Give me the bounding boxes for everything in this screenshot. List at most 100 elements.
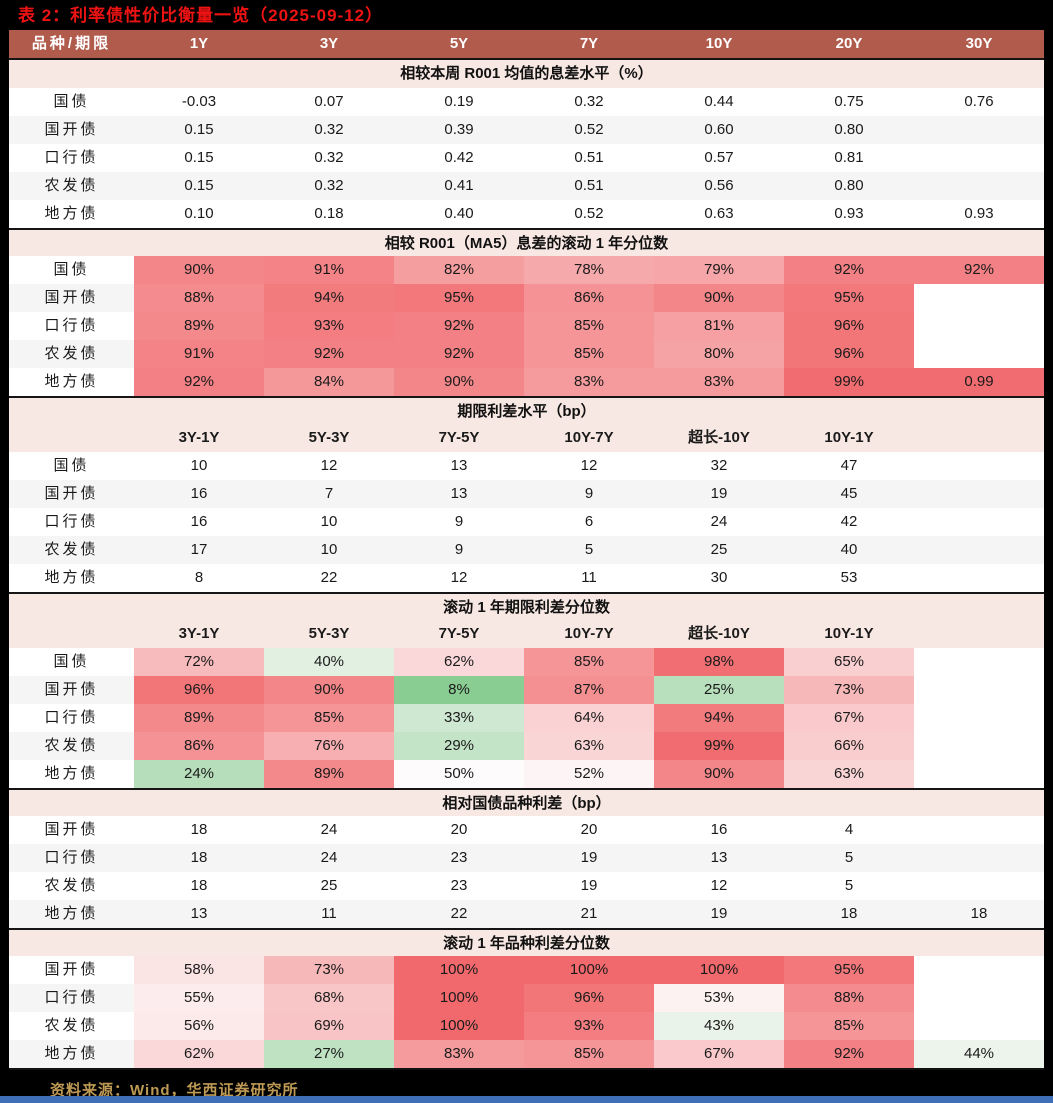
heat-cell: 67%	[784, 704, 914, 732]
heat-cell: 86%	[524, 284, 654, 312]
bottom-bar	[0, 1096, 1053, 1103]
data-cell: 12	[524, 452, 654, 480]
data-cell	[914, 172, 1044, 200]
heat-cell: 66%	[784, 732, 914, 760]
data-cell: 0.60	[654, 116, 784, 144]
data-cell: 24	[654, 508, 784, 536]
data-cell: 23	[394, 844, 524, 872]
data-cell: 0.44	[654, 88, 784, 116]
heat-cell	[914, 312, 1044, 340]
table-row: 国开债 18 24 20 20 16 4	[9, 816, 1044, 844]
data-cell: 18	[134, 872, 264, 900]
data-cell	[914, 508, 1044, 536]
heat-cell: 85%	[524, 312, 654, 340]
heat-cell: 8%	[394, 676, 524, 704]
row-label: 农发债	[9, 536, 134, 564]
data-cell: 0.10	[134, 200, 264, 228]
data-cell: 24	[264, 816, 394, 844]
data-cell: 40	[784, 536, 914, 564]
subheader-col: 10Y-1Y	[824, 625, 874, 642]
row-label: 国开债	[9, 116, 134, 144]
data-cell: 16	[134, 508, 264, 536]
section-title: 相较 R001（MA5）息差的滚动 1 年分位数	[9, 228, 1044, 256]
row-label: 地方债	[9, 368, 134, 396]
row-label: 国债	[9, 88, 134, 116]
heat-cell: 52%	[524, 760, 654, 788]
row-label: 农发债	[9, 732, 134, 760]
data-cell: 20	[524, 816, 654, 844]
data-cell: 7	[264, 480, 394, 508]
heat-cell: 91%	[134, 340, 264, 368]
data-cell: 19	[654, 480, 784, 508]
table-row: 地方债 0.10 0.18 0.40 0.52 0.63 0.93 0.93	[9, 200, 1044, 228]
column-subheader-row: 3Y-1Y 5Y-3Y 7Y-5Y 10Y-7Y 超长-10Y 10Y-1Y	[9, 620, 1044, 648]
header-col-10y: 10Y	[705, 35, 733, 52]
header-col-1y: 1Y	[189, 35, 209, 52]
data-cell: 0.32	[264, 116, 394, 144]
data-cell: 5	[524, 536, 654, 564]
table-row: 农发债 56% 69% 100% 93% 43% 85%	[9, 1012, 1044, 1040]
data-cell	[914, 144, 1044, 172]
data-cell	[914, 844, 1044, 872]
heat-cell: 72%	[134, 648, 264, 676]
source-note: 资料来源：Wind，华西证券研究所	[50, 1082, 299, 1099]
subheader-label-spacer	[9, 424, 134, 452]
data-cell: 10	[134, 452, 264, 480]
data-cell: 10	[264, 536, 394, 564]
data-cell: 0.32	[524, 88, 654, 116]
heat-cell: 93%	[264, 312, 394, 340]
heat-cell: 40%	[264, 648, 394, 676]
table-title: 表 2：利率债性价比衡量一览（2025-09-12）	[18, 6, 384, 25]
data-cell: 4	[784, 816, 914, 844]
heat-cell: 62%	[134, 1040, 264, 1068]
heat-cell: 73%	[264, 956, 394, 984]
heat-cell: 92%	[264, 340, 394, 368]
data-cell: 0.19	[394, 88, 524, 116]
heat-cell: 53%	[654, 984, 784, 1012]
heat-cell: 63%	[524, 732, 654, 760]
heat-cell: 67%	[654, 1040, 784, 1068]
table-row: 农发债 91% 92% 92% 85% 80% 96%	[9, 340, 1044, 368]
heat-cell	[914, 760, 1044, 788]
heat-cell: 90%	[134, 256, 264, 284]
data-cell: 0.63	[654, 200, 784, 228]
data-cell	[914, 816, 1044, 844]
table-row: 国债 10 12 13 12 32 47	[9, 452, 1044, 480]
data-cell: 0.51	[524, 172, 654, 200]
table-row: 农发债 18 25 23 19 12 5	[9, 872, 1044, 900]
data-cell: 13	[654, 844, 784, 872]
header-col-30y: 30Y	[965, 35, 993, 52]
data-cell: 47	[784, 452, 914, 480]
heat-cell: 86%	[134, 732, 264, 760]
row-label: 口行债	[9, 704, 134, 732]
header-col-5y: 5Y	[449, 35, 469, 52]
heat-cell: 73%	[784, 676, 914, 704]
heat-cell: 68%	[264, 984, 394, 1012]
heat-cell: 27%	[264, 1040, 394, 1068]
data-cell: 0.75	[784, 88, 914, 116]
table-row: 地方债 24% 89% 50% 52% 90% 63%	[9, 760, 1044, 788]
heat-cell: 92%	[914, 256, 1044, 284]
data-cell: 12	[394, 564, 524, 592]
data-cell: 12	[654, 872, 784, 900]
data-cell: 0.18	[264, 200, 394, 228]
heat-cell: 99%	[654, 732, 784, 760]
heat-cell: 85%	[524, 340, 654, 368]
data-cell: 0.15	[134, 172, 264, 200]
heat-cell: 95%	[784, 956, 914, 984]
heat-cell: 85%	[524, 1040, 654, 1068]
heat-cell: 88%	[134, 284, 264, 312]
data-cell: 0.57	[654, 144, 784, 172]
table-row: 国开债 58% 73% 100% 100% 100% 95%	[9, 956, 1044, 984]
table-row: 国债 -0.03 0.07 0.19 0.32 0.44 0.75 0.76	[9, 88, 1044, 116]
heat-cell	[914, 676, 1044, 704]
data-cell: 13	[394, 452, 524, 480]
heat-cell	[914, 732, 1044, 760]
heat-cell: 76%	[264, 732, 394, 760]
data-cell	[914, 116, 1044, 144]
data-cell: 42	[784, 508, 914, 536]
heat-cell	[914, 956, 1044, 984]
heat-cell: 33%	[394, 704, 524, 732]
data-cell: 10	[264, 508, 394, 536]
data-cell: 11	[264, 900, 394, 928]
